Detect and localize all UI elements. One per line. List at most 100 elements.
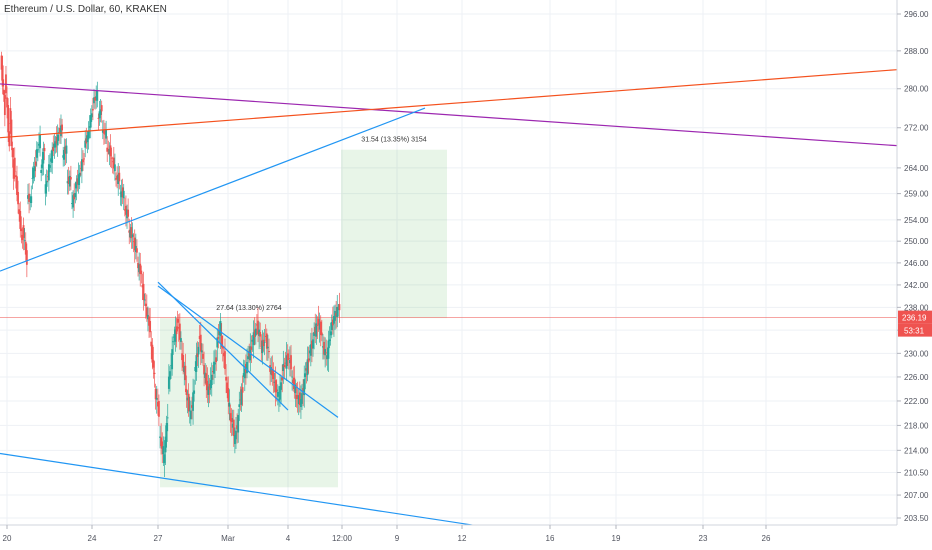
candle[interactable] [227, 376, 230, 415]
candle[interactable] [111, 156, 114, 174]
candle[interactable] [325, 339, 328, 366]
candle[interactable] [129, 223, 132, 243]
candle[interactable] [215, 350, 218, 371]
candle[interactable] [322, 333, 324, 360]
candle[interactable] [122, 183, 125, 211]
candle[interactable] [50, 150, 52, 173]
candle[interactable] [252, 320, 255, 359]
candle[interactable] [141, 273, 144, 300]
candle[interactable] [261, 330, 264, 365]
candle[interactable] [189, 400, 192, 427]
candle[interactable] [158, 394, 160, 427]
candle[interactable] [203, 351, 205, 387]
candle[interactable] [278, 386, 280, 412]
candle[interactable] [28, 183, 30, 214]
candle[interactable] [118, 166, 121, 190]
candle[interactable] [93, 89, 95, 109]
candle[interactable] [128, 218, 131, 245]
candle[interactable] [67, 166, 70, 195]
candle[interactable] [274, 366, 277, 407]
candle[interactable] [331, 306, 334, 335]
candle[interactable] [230, 408, 233, 437]
candle[interactable] [242, 359, 245, 383]
candle[interactable] [116, 166, 119, 189]
candle[interactable] [318, 312, 321, 343]
candle[interactable] [196, 341, 199, 366]
candle[interactable] [139, 252, 142, 287]
candle[interactable] [175, 318, 178, 348]
candle[interactable] [88, 115, 91, 139]
candle[interactable] [0, 51, 3, 81]
candle[interactable] [323, 336, 325, 360]
candle[interactable] [275, 379, 278, 402]
candle[interactable] [176, 310, 179, 332]
trend-line-red[interactable] [0, 69, 898, 139]
candle[interactable] [23, 228, 26, 250]
candle[interactable] [226, 376, 229, 399]
candle[interactable] [137, 256, 139, 277]
candle[interactable] [253, 317, 256, 346]
candle[interactable] [9, 97, 12, 134]
candle[interactable] [204, 363, 207, 384]
candle[interactable] [256, 314, 258, 335]
candle[interactable] [276, 384, 279, 406]
candle[interactable] [36, 142, 39, 162]
candle[interactable] [336, 295, 339, 328]
candle[interactable] [29, 194, 32, 211]
candle[interactable] [96, 81, 99, 108]
candle[interactable] [258, 321, 261, 350]
candle[interactable] [46, 170, 49, 183]
candle[interactable] [214, 349, 216, 379]
candle[interactable] [286, 344, 289, 367]
candle[interactable] [289, 346, 291, 377]
candle[interactable] [319, 315, 322, 347]
candle[interactable] [334, 304, 336, 330]
candle[interactable] [298, 381, 301, 413]
candle[interactable] [247, 345, 249, 373]
candle[interactable] [240, 383, 243, 413]
candle[interactable] [224, 338, 226, 375]
candle[interactable] [335, 301, 338, 329]
candle[interactable] [127, 198, 130, 222]
candle[interactable] [149, 307, 152, 338]
candle[interactable] [262, 332, 265, 352]
candle[interactable] [161, 432, 164, 464]
candle[interactable] [80, 147, 83, 184]
candle[interactable] [31, 166, 34, 190]
candle[interactable] [65, 138, 68, 164]
candle[interactable] [103, 119, 105, 145]
candle[interactable] [79, 161, 82, 176]
candle[interactable] [206, 367, 209, 403]
trend-line-blue[interactable] [0, 107, 426, 272]
candle[interactable] [241, 375, 244, 407]
candle[interactable] [87, 121, 90, 150]
candle[interactable] [152, 346, 155, 379]
candle[interactable] [178, 313, 181, 350]
candle[interactable] [257, 307, 259, 343]
candle[interactable] [281, 364, 284, 393]
candle[interactable] [119, 184, 122, 206]
candle[interactable] [56, 124, 59, 157]
candle[interactable] [283, 357, 286, 380]
candle[interactable] [54, 135, 57, 154]
candle[interactable] [208, 377, 211, 404]
candle[interactable] [62, 146, 65, 167]
candle[interactable] [44, 174, 47, 206]
candle[interactable] [195, 342, 198, 381]
candle[interactable] [163, 440, 166, 478]
candle[interactable] [181, 340, 183, 371]
candle[interactable] [143, 293, 146, 306]
candle[interactable] [117, 163, 120, 196]
candle[interactable] [100, 100, 103, 123]
candle[interactable] [239, 386, 242, 411]
candle[interactable] [130, 217, 133, 249]
candle[interactable] [120, 179, 123, 207]
candle[interactable] [260, 334, 263, 362]
candle[interactable] [273, 372, 276, 393]
candle[interactable] [69, 165, 72, 191]
candle[interactable] [259, 322, 262, 348]
candle[interactable] [305, 361, 308, 384]
candle[interactable] [105, 120, 108, 144]
candle[interactable] [98, 101, 101, 126]
